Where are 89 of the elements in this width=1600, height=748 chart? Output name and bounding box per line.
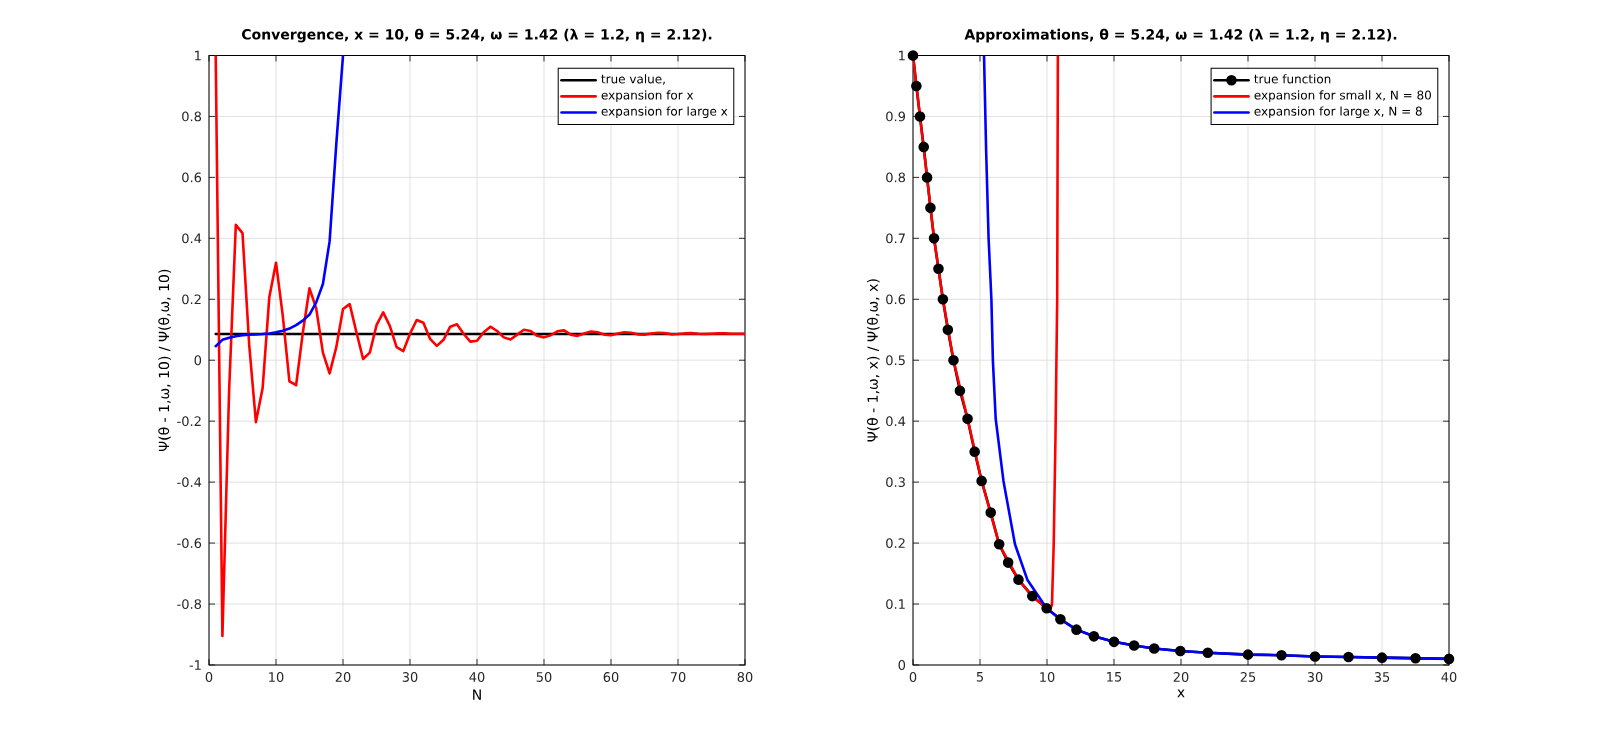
point — [942, 324, 954, 336]
x-tick-label: 10 — [1040, 672, 1055, 682]
x-axis-title: N — [473, 689, 481, 700]
point — [1242, 649, 1254, 660]
point — [1276, 649, 1287, 661]
point — [918, 141, 930, 153]
x-tick-label: 60 — [603, 672, 619, 682]
point — [1343, 651, 1354, 663]
point — [962, 413, 973, 425]
point — [1148, 643, 1160, 654]
x-tick-label: 15 — [1107, 672, 1122, 682]
point — [937, 293, 949, 305]
line-series — [214, 55, 345, 348]
x-tick-label: 40 — [469, 672, 485, 682]
y-tick-label: 0 — [194, 355, 202, 366]
point — [907, 50, 919, 61]
y-tick-label: 1 — [899, 50, 905, 61]
y-tick-label: -1 — [189, 660, 201, 670]
x-tick-label: 0 — [205, 672, 213, 682]
point — [1041, 603, 1052, 614]
y-tick-label: 0.8 — [886, 172, 906, 183]
legend-label: expansion for large x, N = 8 — [1254, 106, 1422, 119]
point — [954, 385, 966, 397]
y-tick-label: 0.9 — [886, 111, 906, 122]
legend-label: true value, — [601, 74, 665, 85]
point — [1376, 652, 1388, 663]
x-tick-label: 50 — [536, 672, 552, 682]
y-tick-label: -0.8 — [177, 599, 202, 609]
point — [1128, 640, 1140, 651]
x-tick-label: 80 — [737, 672, 753, 682]
chart-title: Convergence, x = 10, θ = 5.24, ω = 1.42 (λ = 1.2, η = 2.12). — [242, 28, 712, 43]
y-tick-label: 0.2 — [886, 538, 905, 548]
x-tick-label: 10 — [269, 672, 284, 682]
y-axis-title: Ψ(θ - 1,ω, 10) / Ψ(θ,ω, 10) — [158, 269, 171, 452]
point — [1175, 645, 1186, 657]
legend-label: expansion for large x — [601, 106, 728, 119]
point — [1443, 653, 1455, 665]
point — [993, 539, 1005, 550]
point — [1055, 613, 1066, 625]
x-tick-label: 0 — [909, 672, 917, 682]
x-tick-label: 30 — [1307, 672, 1323, 682]
y-tick-label: -0.6 — [177, 538, 202, 549]
point — [921, 172, 933, 183]
y-tick-label: 0.5 — [886, 355, 905, 366]
point — [1071, 624, 1082, 635]
point — [1309, 651, 1321, 662]
x-axis-title: x — [1177, 689, 1185, 698]
y-tick-label: 0.4 — [886, 416, 906, 427]
y-tick-label: -0.2 — [177, 416, 201, 427]
y-tick-label: -0.4 — [177, 477, 202, 488]
point — [985, 507, 997, 518]
point — [933, 263, 944, 275]
y-tick-label: 0.4 — [182, 233, 202, 244]
point — [1410, 652, 1421, 664]
x-tick-label: 5 — [976, 672, 983, 682]
point — [1202, 647, 1214, 659]
chart-title: Approximations, θ = 5.24, ω = 1.42 (λ = 1.2, η = 2.12). — [964, 28, 1397, 43]
x-tick-label: 30 — [402, 672, 418, 682]
y-tick-label: 0.6 — [886, 294, 906, 305]
point — [1002, 557, 1014, 568]
x-tick-label: 25 — [1240, 672, 1256, 682]
y-tick-label: 1 — [195, 50, 201, 61]
y-axis-title: Ψ(θ - 1,ω, x) / Ψ(θ,ω, x) — [866, 279, 880, 442]
y-tick-label: 0 — [898, 660, 906, 670]
y-tick-label: 0.7 — [886, 233, 905, 244]
y-tick-label: 0.6 — [182, 172, 202, 183]
point — [948, 354, 959, 366]
point — [969, 446, 980, 457]
legend-label: expansion for x — [601, 90, 694, 102]
point — [1088, 631, 1100, 642]
legend-label: expansion for small x, N = 80 — [1254, 90, 1431, 102]
x-tick-label: 20 — [335, 672, 351, 682]
point — [911, 80, 922, 92]
point — [1108, 636, 1120, 648]
x-tick-label: 70 — [670, 672, 686, 682]
y-tick-label: 0.8 — [182, 111, 202, 122]
point — [1026, 590, 1038, 602]
y-tick-label: 0.2 — [182, 294, 201, 305]
x-tick-label: 35 — [1374, 672, 1390, 682]
y-tick-label: 0.3 — [886, 477, 905, 488]
y-tick-label: 0.1 — [886, 599, 905, 609]
x-tick-label: 20 — [1173, 672, 1189, 682]
point — [914, 111, 926, 122]
point — [928, 233, 940, 244]
point — [925, 202, 936, 214]
x-tick-label: 40 — [1441, 672, 1457, 682]
point — [976, 475, 987, 487]
legend-label: true function — [1254, 74, 1331, 84]
point — [1013, 574, 1024, 585]
